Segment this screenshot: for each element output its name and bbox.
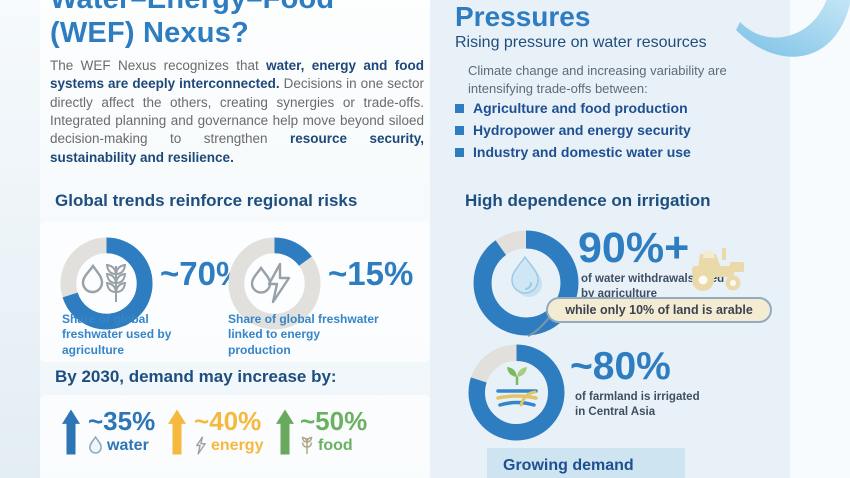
right-margin-strip [790,0,850,478]
demand-item-energy: ~40% energy [168,408,263,456]
bullet-industry: Industry and domestic water use [455,144,691,160]
square-bullet-icon [455,147,464,157]
growing-demand-section: Growing demand [487,448,685,478]
farmland-irrigated-value: ~80% [570,345,671,388]
irrigated-field-icon [496,367,538,407]
demand-item-water: ~35% water [62,408,155,456]
growing-demand-heading: Growing demand [503,457,634,474]
square-bullet-icon [455,125,464,135]
freshwater-agriculture-caption: Share of global freshwater used by agric… [62,312,172,357]
tractor-icon [692,248,744,291]
freshwater-energy-value: ~15% [328,255,414,292]
freshwater-agriculture-donut-chart [60,237,153,330]
freshwater-energy-donut-chart [228,237,321,330]
food-demand-value: ~50% [300,406,368,436]
water-drop-wheat-icon [81,263,127,302]
wheat-icon [301,436,313,454]
page-title-line2: (WEF) Nexus? [50,16,249,49]
by-2030-heading: By 2030, demand may increase by: [55,367,337,386]
water-withdrawals-caption: of water withdrawals used by agriculture [581,273,725,300]
intro-seg3: Decisions in one sector directly affect … [50,76,424,147]
freshwater-energy-caption: Share of global freshwater linked to ene… [228,312,379,357]
pressures-subtitle: Rising pressure on water resources [455,34,707,51]
farmland-irrigated-caption: of farmland is irrigated in Central Asia [575,391,700,418]
farmland-irrigated-donut-chart [468,344,565,441]
page-title: Water–Energy–Food (WEF) Nexus? [50,0,334,50]
water-demand-label: water [107,436,149,454]
demand-2030-card [40,395,430,478]
intro-seg1: The WEF Nexus recognizes that [50,58,267,73]
arable-land-callout-text: while only 10% of land is arable [565,303,753,317]
energy-demand-value: ~40% [194,406,262,436]
up-arrow-energy-icon [168,409,186,455]
water-demand-value: ~35% [88,406,156,436]
intro-seg4-bold: resource security, sustainability and re… [50,131,425,165]
intro-paragraph: The WEF Nexus recognizes that water, ene… [50,57,424,167]
demand-item-food: ~50% food [276,408,367,456]
irrigation-heading: High dependence on irrigation [465,191,711,210]
water-drop-icon [89,436,102,454]
up-arrow-water-icon [62,409,80,455]
up-arrow-food-icon [276,409,294,455]
pressures-title: Pressures [455,1,591,32]
tradeoff-bullet-list: Agriculture and food production Hydropow… [455,100,691,166]
global-trends-heading: Global trends reinforce regional risks [55,191,358,210]
big-water-drop-icon [511,255,542,297]
food-demand-label: food [318,436,353,454]
lightning-bolt-icon [196,436,206,455]
bullet-hydropower: Hydropower and energy security [455,122,691,138]
pressures-intro: Climate change and increasing variabilit… [468,63,727,97]
water-withdrawals-donut-chart [473,230,579,336]
left-margin-strip [0,0,40,478]
square-bullet-icon [455,103,464,113]
pressures-panel-background [430,0,790,478]
arable-land-callout: while only 10% of land is arable [546,297,772,323]
water-drop-lightning-icon [250,262,291,304]
water-swoosh-decoration [736,0,850,57]
page-title-line1: Water–Energy–Food [50,0,334,17]
water-withdrawals-value: 90%+ [578,224,690,272]
energy-demand-label: energy [211,436,264,454]
bullet-agriculture: Agriculture and food production [455,100,691,116]
intro-seg2-bold: water, energy and food systems are deepl… [50,58,425,92]
